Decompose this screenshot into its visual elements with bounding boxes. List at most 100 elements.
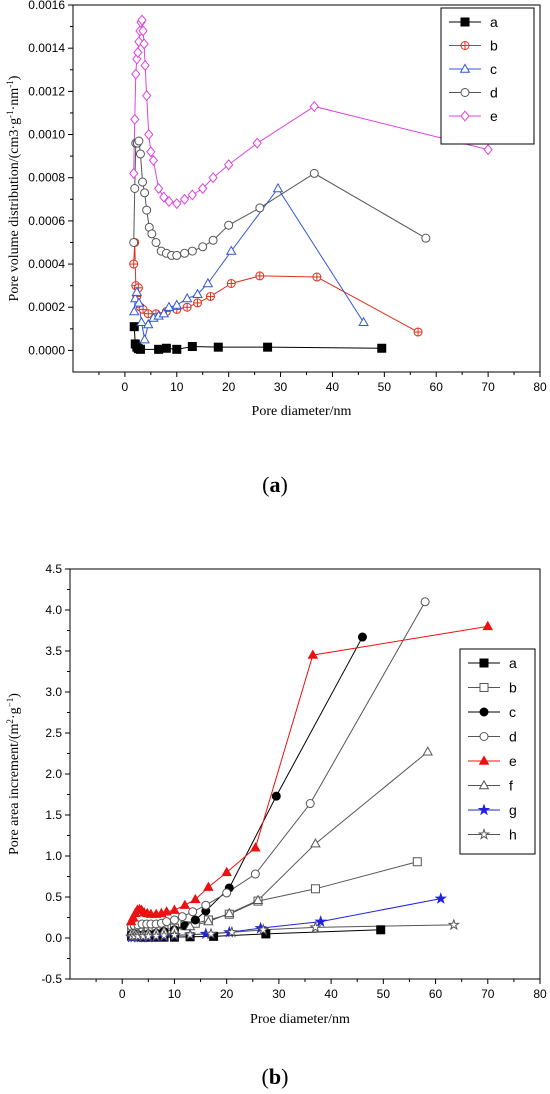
y-axis-title: Pore area increment/(m2·g−1) xyxy=(5,693,22,855)
series-e-point-21 xyxy=(187,189,197,201)
series-d-point-19 xyxy=(208,235,218,245)
series-h-point-10 xyxy=(225,925,239,938)
series-d-point-21 xyxy=(255,203,265,213)
series-c-point-0 xyxy=(128,305,140,316)
series-e-point-17 xyxy=(250,842,261,852)
series-a-point-11 xyxy=(376,925,386,935)
series-legend-d-point-0 xyxy=(479,732,489,741)
x-tick-label: 20 xyxy=(222,380,236,394)
series-d-point-8 xyxy=(162,917,172,927)
series-f-point-11 xyxy=(252,894,264,904)
legend-label-a: a xyxy=(509,655,517,671)
series-legend-e-point-0 xyxy=(478,755,490,765)
y-tick-label: 0.0002 xyxy=(28,300,65,314)
series-a-point-5 xyxy=(154,344,164,354)
series-b-point-16 xyxy=(312,272,322,282)
series-h-point-7 xyxy=(168,928,181,941)
series-d-point-16 xyxy=(180,248,190,258)
series-c-point-9 xyxy=(158,308,170,318)
series-c-markers xyxy=(127,632,367,940)
series-h-point-6 xyxy=(157,929,171,941)
legend-box xyxy=(459,648,536,855)
chart-panel-a: 0 10 20 30 40 50 60 70 80 0.0000 0.0002 0.0004 0.000… xyxy=(5,0,547,497)
series-b-point-14 xyxy=(412,857,422,867)
y-tick-label: 2.0 xyxy=(45,767,62,781)
plot-area xyxy=(128,14,493,354)
series-e-point-11 xyxy=(140,59,150,72)
legend-label-d: d xyxy=(490,85,498,101)
series-c-point-16 xyxy=(272,182,284,193)
series-d-point-13 xyxy=(222,888,232,898)
series-e-point-10 xyxy=(139,38,149,50)
series-c-markers xyxy=(128,182,369,344)
series-d-markers xyxy=(129,136,431,260)
x-tick-label: 40 xyxy=(324,987,338,1001)
series-h-point-13 xyxy=(447,918,461,931)
series-h-point-12 xyxy=(309,920,322,933)
y-tick-label: 3.5 xyxy=(45,644,62,658)
series-e-markers xyxy=(129,14,493,210)
series-legend-g-point-0 xyxy=(477,803,491,816)
y-tick-label: 0.0008 xyxy=(28,171,65,185)
series-e-line xyxy=(130,625,488,922)
legend-label-c: c xyxy=(490,61,497,77)
y-tick-label: 0.5 xyxy=(45,890,62,904)
x-tick-label: 70 xyxy=(481,380,495,394)
series-b-point-0 xyxy=(129,259,139,269)
series-d-point-11 xyxy=(151,237,161,247)
y-tick-label: 1.5 xyxy=(45,808,62,822)
series-d-point-8 xyxy=(142,205,152,215)
series-e-point-17 xyxy=(159,191,169,203)
y-tick-label: 1.0 xyxy=(45,849,62,863)
series-c-point-10 xyxy=(163,301,175,311)
series-c-point-6 xyxy=(142,318,154,329)
x-tick-label: 10 xyxy=(170,380,184,394)
series-d-point-18 xyxy=(198,242,208,252)
series-e-point-9 xyxy=(138,25,148,37)
series-e-point-19 xyxy=(172,198,182,210)
series-legend-a-point-0 xyxy=(460,17,470,27)
series-legend-f-point-0 xyxy=(478,779,490,790)
series-f-point-12 xyxy=(310,838,321,848)
series-c-point-13 xyxy=(192,288,203,298)
series-c-point-12 xyxy=(181,292,193,303)
series-d-point-10 xyxy=(147,229,157,239)
series-c-point-12 xyxy=(271,791,281,801)
series-c-point-17 xyxy=(358,316,369,327)
x-tick-label: 50 xyxy=(377,987,391,1001)
series-e-point-27 xyxy=(483,144,493,156)
series-e-point-8 xyxy=(137,14,147,26)
series-e-point-23 xyxy=(208,172,218,184)
series-f-point-10 xyxy=(224,907,235,918)
x-tick-label: 50 xyxy=(378,380,392,394)
series-e-point-2 xyxy=(131,68,141,80)
x-tick-label: 60 xyxy=(430,380,444,394)
y-axis-title: Pore volume distribution/(cm3·g-1·nm-1) xyxy=(5,75,22,301)
y-tick-label: 0.0010 xyxy=(28,128,65,142)
x-axis-title: Proe diameter/nm xyxy=(250,1012,350,1027)
series-legend-c-point-0 xyxy=(459,63,471,73)
series-d-point-10 xyxy=(177,912,187,922)
series-h-point-9 xyxy=(204,927,218,940)
x-tick-label: 10 xyxy=(168,987,182,1001)
series-c-point-4 xyxy=(136,316,147,327)
series-c-point-14 xyxy=(202,277,214,288)
series-d-point-15 xyxy=(172,250,182,260)
series-a-line xyxy=(133,326,382,350)
series-c-point-2 xyxy=(131,286,143,296)
series-g-point-12 xyxy=(314,915,327,927)
series-e-point-14 xyxy=(190,893,201,904)
y-tick-label: -0.5 xyxy=(41,972,62,986)
series-d-point-16 xyxy=(420,597,430,607)
series-d-point-1 xyxy=(130,184,140,193)
legend-label-e: e xyxy=(509,753,517,769)
series-d-point-4 xyxy=(134,136,144,146)
series-d-point-14 xyxy=(250,869,260,879)
series-h-markers xyxy=(125,918,461,942)
series-d-markers xyxy=(127,597,430,932)
legend-label-f: f xyxy=(509,778,513,794)
series-e-point-18 xyxy=(307,649,319,659)
series-d-point-7 xyxy=(140,188,150,198)
